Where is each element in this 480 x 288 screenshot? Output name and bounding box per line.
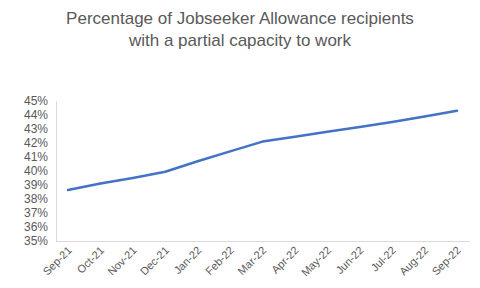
x-tick-label: Aug-22 — [397, 244, 431, 278]
x-tick-label: Sep-21 — [40, 244, 74, 278]
y-tick: 38% — [24, 192, 56, 206]
y-tick: 36% — [24, 220, 56, 234]
y-tick: 41% — [24, 150, 56, 164]
x-tick: Oct-21 — [75, 241, 107, 276]
y-tick-label: 40% — [24, 164, 48, 178]
y-tick-label: 42% — [24, 136, 48, 150]
x-tick: Jan-22 — [171, 241, 203, 276]
plot-area — [68, 111, 457, 190]
x-tick: Feb-22 — [203, 241, 236, 277]
y-tick-label: 37% — [24, 206, 48, 220]
x-tick-label: Jan-22 — [171, 244, 203, 276]
x-tick: Mar-22 — [235, 241, 268, 277]
title: Percentage of Jobseeker Allowance recipi… — [66, 9, 414, 50]
x-tick-label: Sep-22 — [429, 244, 463, 278]
x-tick-label: Apr-22 — [269, 244, 301, 276]
x-tick-label: Mar-22 — [235, 244, 268, 277]
x-tick: Sep-21 — [40, 241, 74, 278]
chart: Percentage of Jobseeker Allowance recipi… — [0, 0, 480, 288]
title-line: with a partial capacity to work — [128, 31, 352, 50]
y-tick-label: 45% — [24, 94, 48, 108]
title-line: Percentage of Jobseeker Allowance recipi… — [66, 9, 414, 28]
y-tick: 43% — [24, 122, 56, 136]
x-axis-line — [56, 241, 470, 242]
x-tick-label: Jul-22 — [368, 244, 398, 274]
x-tick: Apr-22 — [269, 241, 301, 276]
y-tick: 37% — [24, 206, 56, 220]
x-tick-label: Oct-21 — [75, 244, 107, 276]
y-tick: 40% — [24, 164, 56, 178]
x-tick: May-22 — [299, 241, 333, 278]
y-tick-label: 38% — [24, 192, 48, 206]
y-tick-label: 43% — [24, 122, 48, 136]
y-tick: 42% — [24, 136, 56, 150]
y-axis: 35%36%37%38%39%40%41%42%43%44%45% — [24, 94, 57, 248]
y-tick-label: 36% — [24, 220, 48, 234]
x-tick-label: Dec-21 — [138, 244, 172, 278]
x-axis: Sep-21Oct-21Nov-21Dec-21Jan-22Feb-22Mar-… — [40, 241, 470, 278]
y-tick-label: 35% — [24, 234, 48, 248]
y-tick: 39% — [24, 178, 56, 192]
x-tick: Nov-21 — [105, 241, 139, 277]
x-tick-label: Jun-22 — [333, 244, 365, 276]
y-tick-label: 41% — [24, 150, 48, 164]
data-line — [68, 111, 457, 190]
x-tick: Jul-22 — [368, 241, 398, 274]
x-tick: Jun-22 — [333, 241, 365, 276]
x-tick: Dec-21 — [138, 241, 172, 277]
y-tick: 45% — [24, 94, 56, 108]
x-tick-label: Nov-21 — [105, 244, 139, 278]
y-tick-label: 44% — [24, 108, 48, 122]
y-tick-label: 39% — [24, 178, 48, 192]
y-tick: 35% — [24, 234, 56, 248]
x-tick: Sep-22 — [429, 241, 463, 278]
x-tick: Aug-22 — [397, 241, 431, 278]
x-tick-label: May-22 — [299, 244, 333, 278]
y-tick: 44% — [24, 108, 56, 122]
x-tick-label: Feb-22 — [203, 244, 236, 277]
y-axis-line — [56, 102, 57, 242]
